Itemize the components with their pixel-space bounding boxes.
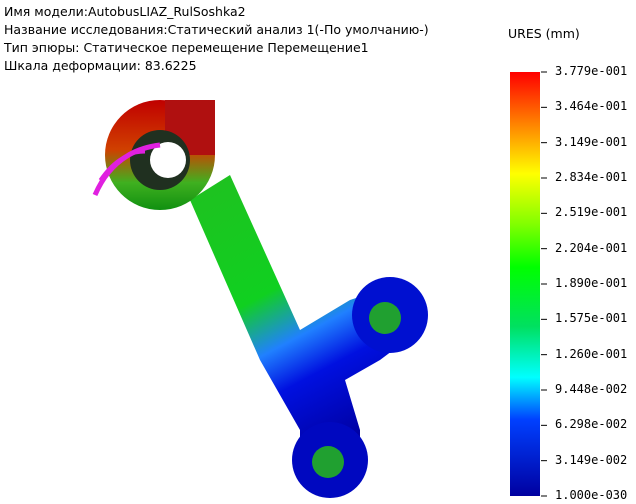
- legend-label: 9.448e-002: [555, 382, 627, 396]
- legend-label: 6.298e-002: [555, 417, 627, 431]
- legend-label: 2.519e-001: [555, 205, 627, 219]
- part-lug-hole: [369, 302, 401, 334]
- legend-label: 3.149e-002: [555, 453, 627, 467]
- legend-label: 2.834e-001: [555, 170, 627, 184]
- legend-label: 3.464e-001: [555, 99, 627, 113]
- legend-label: 1.000e-030: [555, 488, 627, 502]
- legend-label: 1.575e-001: [555, 311, 627, 325]
- legend-label: 2.204e-001: [555, 241, 627, 255]
- part-lug-hole: [312, 446, 344, 478]
- legend-label: 3.779e-001: [555, 64, 627, 78]
- color-bar: [510, 72, 540, 496]
- legend-label: 1.260e-001: [555, 347, 627, 361]
- screenshot: Имя модели:AutobusLIAZ_RulSoshka2 Назван…: [0, 0, 636, 504]
- legend-label: 3.149e-001: [555, 135, 627, 149]
- legend-label: 1.890e-001: [555, 276, 627, 290]
- model-view: [0, 0, 636, 504]
